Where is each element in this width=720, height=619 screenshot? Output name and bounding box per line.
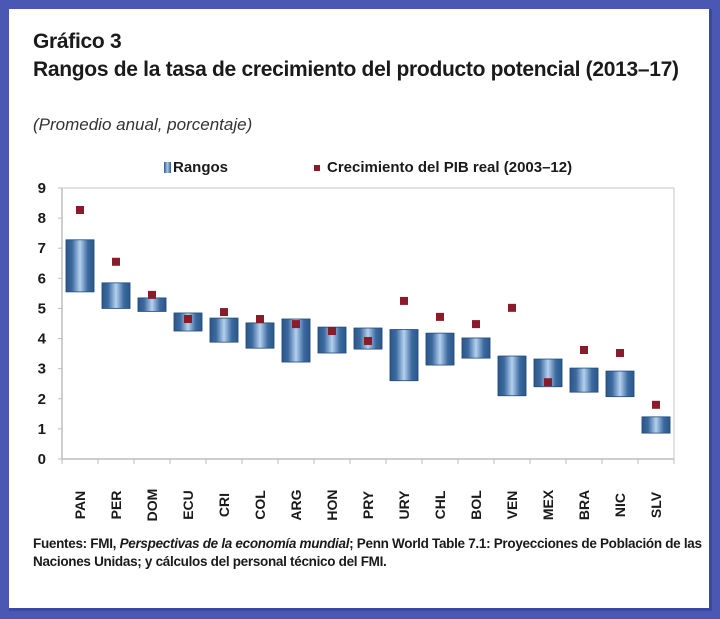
range-bar-chl [425, 332, 455, 366]
gdp-marker-nic [616, 349, 624, 358]
gdp-marker-bol [472, 320, 480, 329]
source-publication: Perspectivas de la economía mundial [119, 536, 350, 551]
range-bar-slv [641, 416, 671, 434]
legend-label-gdp: Crecimiento del PIB real (2003–12) [327, 159, 573, 176]
y-tick-label: 1 [38, 421, 46, 438]
x-tick-label-slv: SLV [648, 491, 664, 518]
gdp-marker-ecu [184, 314, 192, 323]
legend-item-ranges: Rangos [164, 159, 228, 176]
gdp-marker-per [112, 257, 120, 266]
source-suffix: ; Penn World Table 7.1: Proyecciones de … [33, 536, 702, 569]
chart-subtitle: (Promedio anual, porcentaje) [33, 115, 253, 134]
x-tick-label-ury: URY [396, 490, 412, 520]
x-tick-label-col: COL [252, 490, 268, 520]
gdp-marker-hon [328, 327, 336, 336]
x-tick-label-ecu: ECU [180, 490, 196, 520]
y-tick-label: 5 [38, 300, 46, 317]
y-tick-label: 0 [38, 451, 46, 468]
gdp-marker-mex [544, 378, 552, 387]
x-tick-label-dom: DOM [144, 489, 160, 522]
range-bar-col [245, 322, 275, 349]
x-tick-label-mex: MEX [540, 489, 556, 520]
y-tick-label: 6 [38, 270, 46, 287]
range-swatch-icon [164, 162, 171, 173]
source-prefix: Fuentes: FMI, [33, 536, 120, 551]
gdp-marker-ven [508, 303, 516, 312]
range-bar-nic [605, 370, 635, 398]
gdp-marker-bra [580, 345, 588, 354]
range-bar-per [101, 282, 131, 309]
y-tick-label: 4 [38, 331, 47, 348]
gdp-marker-pry [364, 336, 372, 345]
y-tick-label: 9 [38, 180, 46, 197]
range-bar-dom [137, 297, 167, 312]
chart-card: Gráfico 3 Rangos de la tasa de crecimien… [9, 9, 712, 611]
gdp-marker-arg [292, 320, 300, 329]
range-bar-ury [389, 329, 419, 382]
gdp-marker-chl [436, 312, 444, 321]
gdp-marker-pan [76, 205, 84, 214]
x-tick-label-nic: NIC [612, 493, 628, 517]
gdp-marker-col [256, 314, 264, 323]
legend-item-gdp: Crecimiento del PIB real (2003–12) [314, 159, 572, 176]
gdp-marker-slv [652, 400, 660, 409]
x-tick-label-pan: PAN [72, 491, 88, 520]
range-bar-ven [497, 355, 527, 397]
y-tick-label: 7 [38, 240, 46, 257]
source-note: Fuentes: FMI, Perspectivas de la economí… [33, 535, 713, 571]
x-tick-label-hon: HON [324, 489, 340, 520]
figure-label: Gráfico 3 [33, 30, 122, 53]
gdp-marker-ury [400, 296, 408, 305]
y-tick-label: 2 [38, 391, 46, 408]
x-tick-label-bra: BRA [576, 490, 592, 520]
x-tick-label-ven: VEN [504, 491, 520, 520]
x-tick-label-arg: ARG [288, 489, 304, 520]
x-tick-label-chl: CHL [432, 490, 448, 519]
chart-title: Rangos de la tasa de crecimiento del pro… [33, 58, 679, 81]
gdp-marker-cri [220, 308, 228, 317]
range-bar-bra [569, 367, 599, 393]
legend-label-ranges: Rangos [173, 159, 229, 176]
legend: Rangos Crecimiento del PIB real (2003–12… [9, 159, 709, 181]
chart-plot: 0 1 2 3 4 5 6 7 8 9 PAN PER DOM ECU CRI COL ARG HON PRY UR… [38, 180, 675, 522]
range-bar-cri [209, 317, 239, 343]
range-bar-bol [461, 337, 491, 359]
y-tick-label: 8 [38, 210, 46, 227]
x-tick-label-cri: CRI [216, 493, 232, 517]
range-bar-pan [65, 239, 95, 293]
x-tick-label-pry: PRY [360, 490, 376, 519]
x-tick-label-bol: BOL [468, 490, 484, 520]
marker-swatch-icon [314, 164, 320, 171]
x-tick-label-per: PER [108, 491, 124, 520]
gdp-marker-dom [148, 290, 156, 299]
y-tick-label: 3 [38, 361, 46, 378]
